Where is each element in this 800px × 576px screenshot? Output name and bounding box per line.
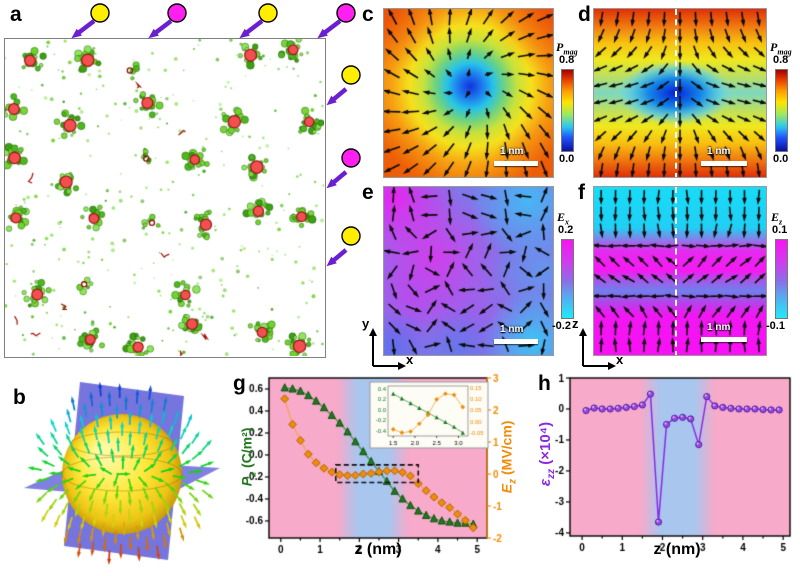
panel-g-chart-canvas xyxy=(230,370,520,576)
panel-c-colorbar-min: 0.0 xyxy=(559,153,575,165)
panel-g-left-yaxis-title: Pz (C/m²) xyxy=(238,427,259,487)
panel-e-axis-x-label: x xyxy=(406,352,414,367)
panel-f-axes-arrows-icon xyxy=(579,328,616,370)
panel-d-colorbar-min: 0.0 xyxy=(773,153,789,165)
panel-a-clusters-canvas xyxy=(5,39,324,356)
defect-yellow-circle xyxy=(258,3,278,23)
panel-a-label: a xyxy=(10,3,22,26)
panel-c-vector-map xyxy=(383,8,554,178)
panel-f-canvas xyxy=(594,187,766,355)
panel-g-right-yaxis-title: Ez (MV/cm) xyxy=(498,420,519,494)
panel-h-yaxis-title: εzz (×10⁴) xyxy=(537,421,557,487)
panel-h-xaxis-title: z (nm) xyxy=(653,541,701,558)
panel-e-scalebar xyxy=(494,339,538,344)
panel-d-center-dashed-line xyxy=(674,9,677,177)
defect-arrow-head-icon xyxy=(148,28,159,39)
panel-d-colorbar xyxy=(775,69,788,152)
defect-yellow-circle xyxy=(90,3,110,23)
panel-f-label: f xyxy=(578,181,585,204)
defect-arrow-head-icon xyxy=(317,28,328,39)
panel-e-label: e xyxy=(362,181,374,204)
panel-h-label: h xyxy=(538,372,551,395)
panel-h-chart-canvas xyxy=(520,370,800,576)
panel-c-label: c xyxy=(362,3,374,26)
panel-d-canvas xyxy=(594,9,766,177)
panel-f-colorbar-max: 0.1 xyxy=(772,224,788,236)
panel-f-colorbar-min: -0.1 xyxy=(766,320,785,332)
panel-g-label: g xyxy=(233,372,246,395)
panel-f-scalebar-label: 1 nm xyxy=(707,322,731,333)
panel-c-canvas xyxy=(384,9,553,177)
defect-arrow-head-icon xyxy=(326,256,337,267)
panel-f-axis-z-label: z xyxy=(572,316,579,331)
panel-d-colorbar-title: Pmag xyxy=(770,40,792,57)
panel-c-scalebar-label: 1 nm xyxy=(500,146,524,157)
panel-e-colorbar xyxy=(561,239,574,319)
panel-b-polar-sphere-canvas xyxy=(22,376,222,572)
panel-d-vector-map xyxy=(593,8,767,178)
panel-c-colorbar-title: Pmag xyxy=(556,40,578,57)
panel-c-colorbar xyxy=(561,69,574,152)
panel-f-axis-x-label: x xyxy=(616,352,624,367)
panel-c-scalebar xyxy=(494,161,538,166)
panel-d-colorbar-max: 0.8 xyxy=(773,54,789,66)
defect-yellow-circle xyxy=(341,65,361,85)
defect-arrow-head-icon xyxy=(326,95,337,106)
panel-e-axes-arrows-icon xyxy=(369,328,406,370)
defect-arrow-head-icon xyxy=(239,28,250,39)
panel-e-vector-map xyxy=(383,186,554,356)
defect-magenta-circle xyxy=(336,3,356,23)
panel-e-axis-y-label: y xyxy=(362,316,370,331)
defect-yellow-circle xyxy=(341,226,361,246)
panel-b-label: b xyxy=(13,386,26,409)
panel-d-scalebar xyxy=(701,161,747,166)
panel-f-vector-map xyxy=(593,186,767,356)
panel-d-label: d xyxy=(578,3,591,26)
panel-e-canvas xyxy=(384,187,553,355)
panel-f-scalebar xyxy=(701,337,747,342)
defect-arrow-head-icon xyxy=(71,28,82,39)
panel-f-axes: z x xyxy=(568,316,630,378)
panel-f-colorbar-title: Ez xyxy=(771,210,783,227)
panel-a-simulation-box xyxy=(4,38,326,358)
panel-e-scalebar-label: 1 nm xyxy=(500,324,524,335)
panel-f-colorbar xyxy=(775,239,788,319)
panel-e-colorbar-min: -0.2 xyxy=(552,320,571,332)
panel-a-defect-markers xyxy=(71,3,361,267)
panel-d-scalebar-label: 1 nm xyxy=(707,146,731,157)
defect-magenta-circle xyxy=(167,3,187,23)
panel-e-colorbar-title: Ex xyxy=(557,210,570,227)
defect-arrow-head-icon xyxy=(326,178,337,189)
panel-e-axes: y x xyxy=(358,316,420,378)
panel-f-center-dashed-line xyxy=(674,187,677,355)
panel-c-colorbar-max: 0.8 xyxy=(559,54,575,66)
panel-g-xaxis-title: z (nm) xyxy=(354,541,402,558)
defect-magenta-circle xyxy=(341,148,361,168)
panel-e-colorbar-max: 0.2 xyxy=(558,224,574,236)
